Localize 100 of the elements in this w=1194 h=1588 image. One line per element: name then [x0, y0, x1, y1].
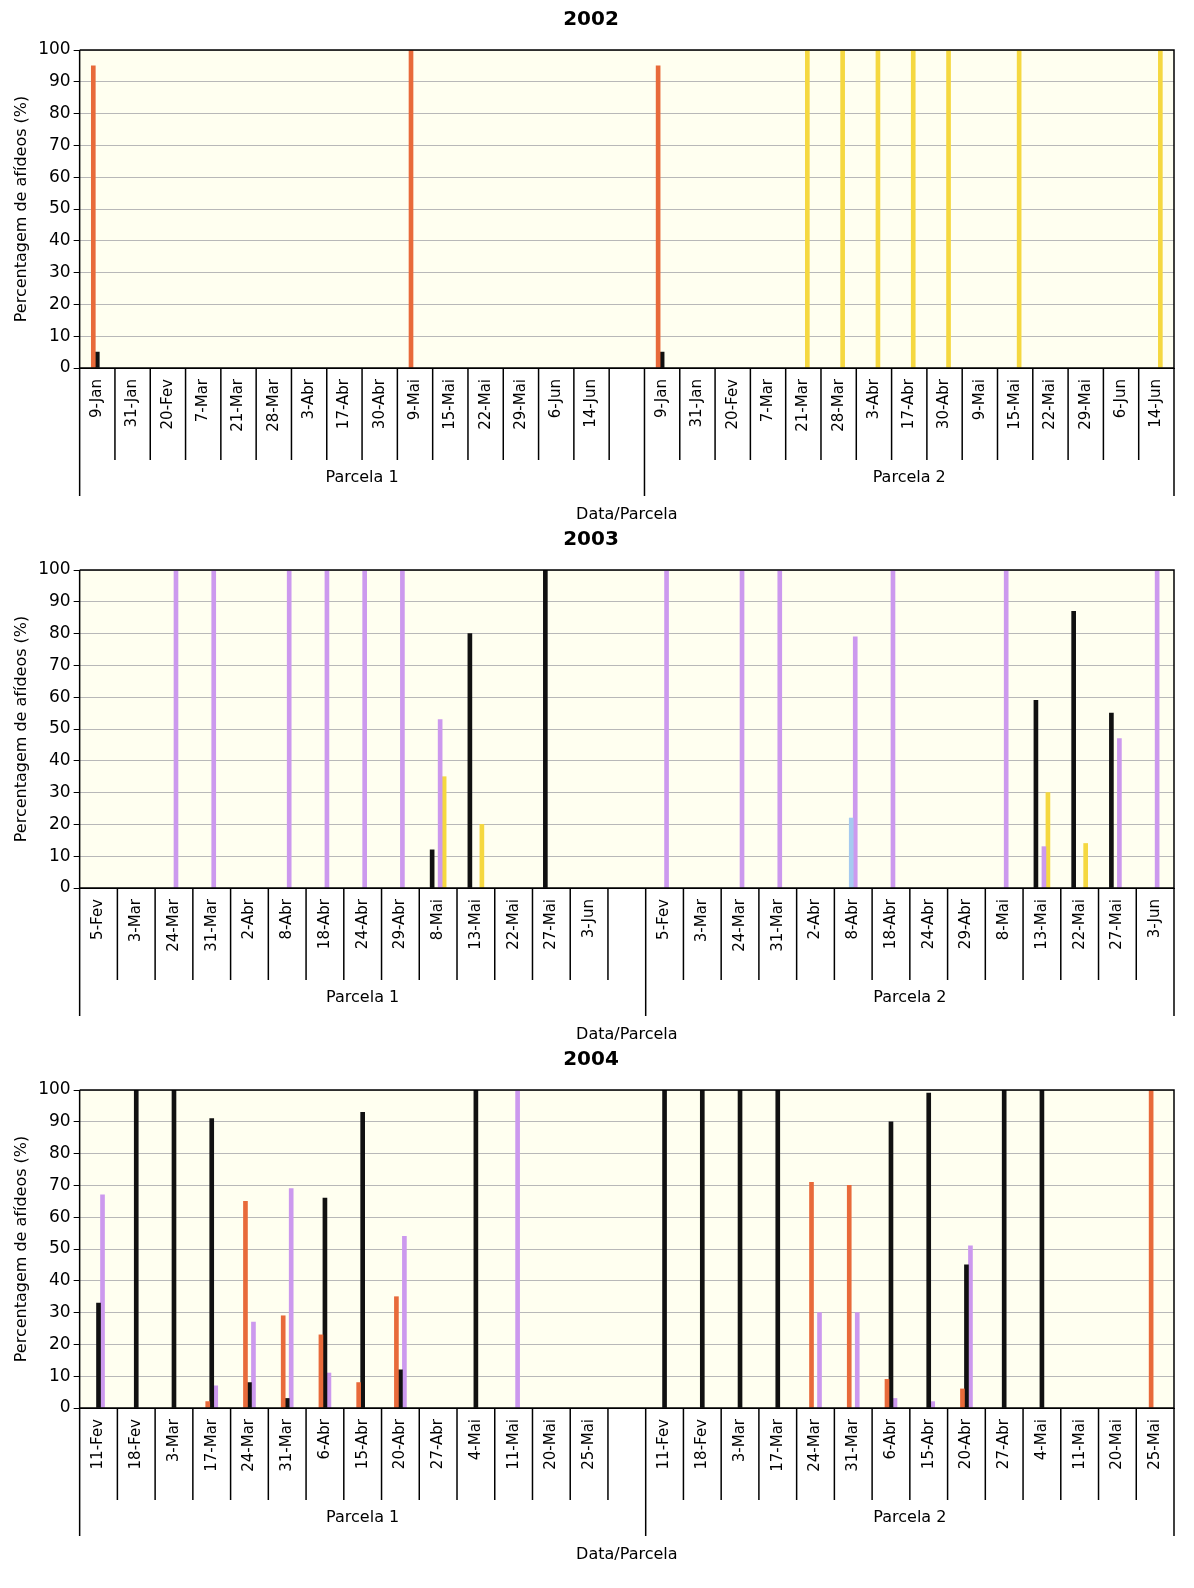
x-tick-label: 28-Mar	[263, 378, 282, 432]
bar	[926, 1092, 932, 1408]
bar	[777, 570, 783, 888]
x-axis-title: Data/Parcela	[576, 503, 678, 523]
x-tick-label: 13-Mai	[465, 899, 484, 950]
x-tick-label: 25-Mai	[578, 1419, 597, 1470]
x-tick-label: 8-Abr	[843, 898, 862, 940]
x-tick-label: 29-Mai	[1075, 379, 1094, 430]
bar	[964, 1264, 969, 1408]
x-tick-label: 11-Fev	[88, 1418, 107, 1470]
x-tick-label: 4-Mai	[465, 1419, 484, 1461]
x-tick-label: 2-Abr	[239, 898, 258, 940]
y-tick-label: 0	[59, 876, 71, 897]
x-tick-label: 6-Jun	[1110, 379, 1129, 419]
bar	[1003, 570, 1009, 888]
x-tick-label: 22-Mai	[1069, 899, 1088, 950]
x-tick-label: 22-Mai	[475, 379, 494, 430]
bar	[362, 570, 367, 888]
x-tick-label: 24-Mar	[239, 1418, 258, 1472]
x-tick-label: 22-Mai	[1040, 379, 1059, 430]
x-tick-label: 20-Abr	[390, 1418, 409, 1470]
x-tick-label: 9-Mai	[969, 379, 988, 421]
bar	[1001, 1090, 1007, 1408]
y-tick-label: 20	[49, 292, 71, 313]
x-tick-label: 31-Mar	[201, 898, 220, 952]
x-tick-label: 31-Mar	[767, 898, 786, 952]
x-axis-title: Data/Parcela	[576, 1543, 678, 1563]
y-tick-label: 70	[49, 653, 71, 674]
y-tick-label: 20	[49, 1332, 71, 1353]
x-tick-label: 27-Abr	[994, 1418, 1013, 1470]
bar	[846, 1185, 852, 1408]
bar	[543, 570, 548, 888]
x-tick-label: 7-Mar	[193, 378, 212, 423]
y-tick-label: 0	[59, 1396, 71, 1417]
bar	[809, 1181, 814, 1408]
x-tick-label: 9-Jan	[652, 379, 671, 418]
bar	[805, 50, 810, 368]
x-tick-label: 3-Mar	[163, 1418, 182, 1463]
x-tick-label: 17-Abr	[899, 378, 918, 430]
x-tick-label: 18-Fev	[692, 1418, 711, 1470]
x-tick-label: 9-Mai	[404, 379, 423, 421]
x-tick-label: 18-Fev	[126, 1418, 145, 1470]
bar	[1083, 843, 1088, 888]
y-tick-label: 100	[38, 1078, 71, 1099]
x-tick-label: 29-Abr	[956, 898, 975, 950]
y-axis-title: Percentagem de afídeos (%)	[10, 615, 30, 843]
x-tick-label: 11-Fev	[654, 1418, 673, 1470]
bar	[90, 65, 96, 368]
x-tick-label: 14-Jun	[581, 379, 600, 428]
y-tick-label: 10	[49, 1364, 71, 1385]
x-tick-label: 3-Jun	[1145, 899, 1164, 939]
bar	[209, 1118, 215, 1408]
x-tick-label: 8-Abr	[277, 898, 296, 940]
bar	[817, 1312, 822, 1408]
x-tick-label: 2-Abr	[805, 898, 824, 940]
x-tick-label: 15-Abr	[918, 1418, 937, 1470]
bar	[910, 50, 916, 368]
x-tick-label: 17-Mar	[201, 1418, 220, 1472]
bar	[1117, 738, 1122, 888]
x-tick-label: 30-Abr	[369, 378, 388, 430]
x-tick-label: 27-Mai	[541, 899, 560, 950]
x-tick-label: 20-Abr	[956, 1418, 975, 1470]
x-tick-label: 18-Abr	[314, 898, 333, 950]
bar	[288, 1188, 294, 1408]
y-tick-label: 30	[49, 781, 71, 802]
x-tick-label: 14-Jun	[1146, 379, 1165, 428]
y-tick-label: 60	[49, 165, 71, 186]
y-tick-label: 50	[49, 717, 71, 738]
x-tick-label: 15-Mai	[440, 379, 459, 430]
x-tick-label: 3-Jun	[578, 899, 597, 939]
y-tick-label: 60	[49, 1205, 71, 1226]
y-tick-label: 40	[49, 1269, 71, 1290]
text: Parcela 2	[872, 467, 946, 487]
y-tick-label: 30	[49, 1301, 71, 1322]
x-tick-label: 13-Mai	[1031, 899, 1050, 950]
bar	[854, 1312, 860, 1408]
x-tick-label: 20-Mai	[1107, 1419, 1126, 1470]
bar	[946, 50, 951, 368]
x-tick-label: 20-Fev	[722, 378, 741, 430]
bar	[515, 1090, 520, 1408]
bar	[1071, 611, 1076, 888]
x-tick-label: 29-Mai	[510, 379, 529, 430]
x-tick-label: 4-Mai	[1031, 1419, 1050, 1461]
x-tick-label: 5-Fev	[654, 898, 673, 940]
bar	[100, 1194, 105, 1408]
y-tick-label: 80	[49, 622, 71, 643]
x-tick-label: 17-Mar	[767, 1418, 786, 1472]
y-tick-label: 50	[49, 1237, 71, 1258]
y-tick-label: 60	[49, 685, 71, 706]
x-tick-label: 24-Abr	[352, 898, 371, 950]
x-tick-label: 24-Mar	[163, 898, 182, 952]
x-tick-label: 30-Abr	[934, 378, 953, 430]
x-tick-label: 11-Mai	[503, 1419, 522, 1470]
x-tick-label: 24-Mar	[729, 898, 748, 952]
x-tick-label: 15-Abr	[352, 1418, 371, 1470]
text: Parcela 1	[326, 1507, 400, 1527]
x-tick-label: 28-Mar	[828, 378, 847, 432]
x-axis-title: Data/Parcela	[576, 1023, 678, 1043]
x-tick-label: 27-Mai	[1107, 899, 1126, 950]
bar	[400, 570, 405, 888]
